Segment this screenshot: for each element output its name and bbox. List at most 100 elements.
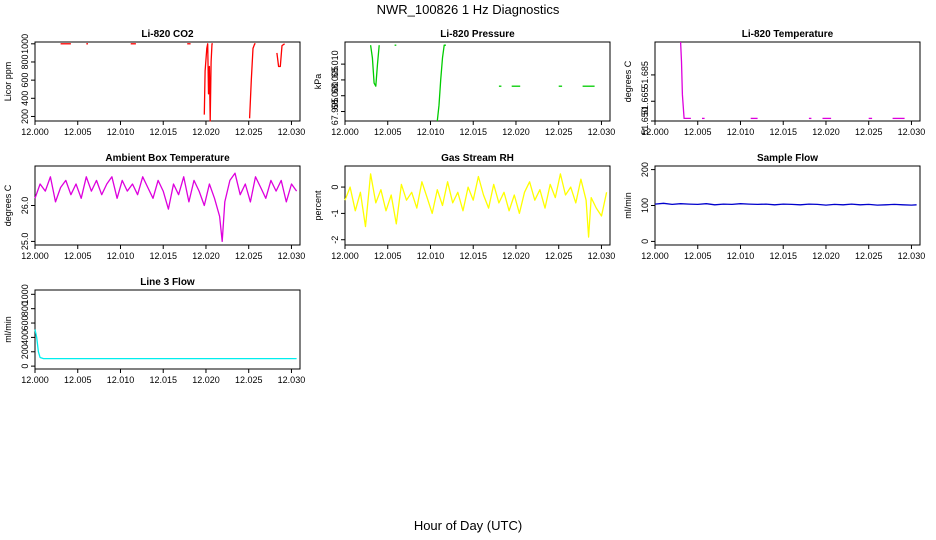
x-tick-label: 12.005 — [374, 251, 402, 261]
y-axis-label: Licor ppm — [3, 62, 13, 102]
panel-title: Li-820 CO2 — [141, 29, 194, 40]
x-tick-label: 12.025 — [235, 375, 263, 385]
x-tick-label: 12.005 — [684, 251, 712, 261]
series-line-seg5 — [203, 43, 213, 122]
y-tick-label: 25.0 — [20, 233, 30, 251]
y-tick-label: 67.995 — [330, 98, 340, 126]
panel-title: Li-820 Temperature — [742, 29, 834, 40]
y-tick-label: 800 — [20, 301, 30, 316]
y-tick-label: -1 — [330, 209, 340, 217]
series-line-rh — [344, 173, 608, 238]
series-line-temp — [34, 172, 298, 243]
y-tick-label: 100 — [640, 198, 650, 213]
panel-frame — [344, 165, 611, 246]
x-tick-label: 12.030 — [278, 251, 306, 261]
y-tick-label: 0 — [330, 185, 340, 190]
x-tick-label: 12.025 — [545, 251, 573, 261]
x-tick-label: 12.025 — [235, 127, 263, 137]
x-tick-label: 12.000 — [21, 375, 49, 385]
panel-title: Gas Stream RH — [441, 153, 514, 164]
panel-li-820-temperature: Li-820 Temperature 12.000 12.005 12.010 12.0… — [623, 29, 925, 137]
y-axis-label: kPa — [313, 74, 323, 90]
y-tick-label: 600 — [20, 73, 30, 88]
series-line-flow — [34, 329, 297, 360]
series-line-seg3 — [436, 44, 446, 122]
x-tick-label: 12.000 — [331, 127, 359, 137]
x-tick-label: 12.010 — [107, 375, 135, 385]
y-tick-label: 400 — [20, 91, 30, 106]
panel-frame — [34, 41, 301, 122]
x-tick-label: 12.015 — [149, 375, 177, 385]
series-line-seg1 — [369, 45, 380, 87]
panel-sample-flow: Sample Flow 12.000 12.005 12.010 12.015 12.02… — [623, 153, 925, 261]
x-tick-label: 12.025 — [545, 127, 573, 137]
series-line-flow — [654, 202, 917, 206]
panel-title: Li-820 Pressure — [440, 29, 515, 40]
x-tick-label: 12.020 — [192, 375, 220, 385]
x-tick-label: 12.015 — [459, 251, 487, 261]
y-tick-label: 68.000 — [330, 82, 340, 110]
x-tick-label: 12.020 — [192, 127, 220, 137]
panel-frame — [344, 41, 611, 122]
x-tick-label: 12.005 — [64, 375, 92, 385]
x-tick-label: 12.025 — [855, 251, 883, 261]
panel-frame — [34, 289, 301, 370]
figure-title: NWR_100826 1 Hz Diagnostics — [376, 2, 560, 17]
y-tick-label: 0 — [640, 239, 650, 244]
y-tick-label: 68.010 — [330, 50, 340, 78]
panel-ambient-box-temperature: Ambient Box Temperature 12.000 12.005 12.01… — [3, 153, 305, 261]
x-tick-label: 12.020 — [502, 127, 530, 137]
x-tick-label: 12.030 — [278, 375, 306, 385]
x-tick-label: 12.015 — [769, 127, 797, 137]
x-tick-label: 12.005 — [64, 251, 92, 261]
series-line-seg7 — [276, 43, 285, 68]
x-tick-label: 12.020 — [812, 251, 840, 261]
y-tick-label: 26.0 — [20, 197, 30, 215]
y-tick-label: 68.005 — [330, 66, 340, 94]
x-tick-label: 12.020 — [812, 127, 840, 137]
y-tick-label: 400 — [20, 330, 30, 345]
panel-li-820-pressure: Li-820 Pressure 12.000 12.005 12.010 12.015 1… — [313, 29, 615, 137]
y-tick-label: 1000 — [20, 284, 30, 304]
x-tick-label: 12.030 — [588, 127, 616, 137]
x-tick-label: 12.000 — [21, 251, 49, 261]
panel-title: Ambient Box Temperature — [105, 153, 230, 164]
x-tick-label: 12.015 — [149, 251, 177, 261]
x-tick-label: 12.000 — [331, 251, 359, 261]
y-tick-label: -2 — [330, 236, 340, 244]
x-tick-label: 12.010 — [727, 127, 755, 137]
x-tick-label: 12.015 — [459, 127, 487, 137]
y-axis-label: ml/min — [3, 316, 13, 343]
x-tick-label: 12.005 — [684, 127, 712, 137]
x-tick-label: 12.000 — [641, 251, 669, 261]
panel-gas-stream-rh: Gas Stream RH 12.000 12.005 12.010 12.015 12.… — [313, 153, 615, 261]
x-tick-label: 12.000 — [641, 127, 669, 137]
x-tick-label: 12.020 — [192, 251, 220, 261]
panel-title: Line 3 Flow — [140, 277, 195, 288]
x-tick-label: 12.010 — [107, 127, 135, 137]
x-tick-label: 12.025 — [855, 127, 883, 137]
x-tick-label: 12.015 — [149, 127, 177, 137]
y-tick-label: 51.650 — [640, 107, 650, 135]
x-tick-label: 12.025 — [235, 251, 263, 261]
x-tick-label: 12.005 — [64, 127, 92, 137]
y-tick-label: 800 — [20, 54, 30, 69]
x-tick-label: 12.010 — [107, 251, 135, 261]
x-tick-label: 12.015 — [769, 251, 797, 261]
y-tick-label: 51.685 — [640, 61, 650, 89]
panel-li-820-co2: Li-820 CO2 12.000 12.005 12.010 12.015 12.020… — [3, 29, 305, 137]
figure-x-axis-label: Hour of Day (UTC) — [413, 518, 523, 533]
y-tick-label: 200 — [20, 344, 30, 359]
y-tick-label: 200 — [20, 109, 30, 124]
y-tick-label: 600 — [20, 316, 30, 331]
panel-frame — [654, 41, 921, 122]
y-axis-label: ml/min — [623, 192, 633, 219]
panel-line-3-flow: Line 3 Flow 12.000 12.005 12.010 12.015 12.02… — [3, 277, 305, 385]
x-tick-label: 12.010 — [417, 127, 445, 137]
panel-title: Sample Flow — [757, 153, 818, 164]
x-tick-label: 12.005 — [374, 127, 402, 137]
y-axis-label: degrees C — [3, 184, 13, 226]
x-tick-label: 12.010 — [727, 251, 755, 261]
y-axis-label: percent — [313, 190, 323, 221]
